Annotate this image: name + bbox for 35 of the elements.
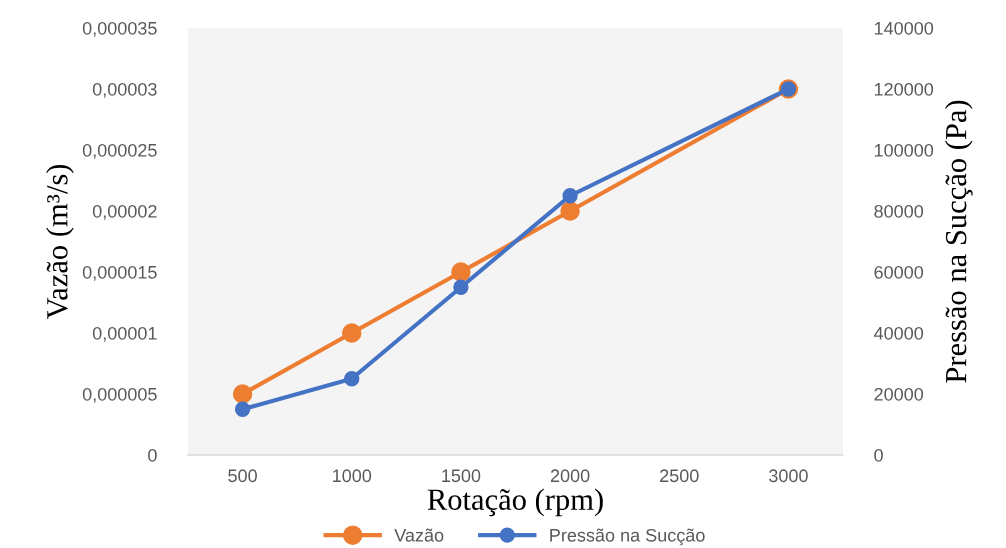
y-tick-label: 0,00002	[92, 204, 157, 220]
y-tick-label: 0,00001	[92, 326, 157, 342]
legend-label: Pressão na Sucção	[550, 528, 705, 546]
x-tick-label: 500	[228, 469, 257, 483]
y-tick-label: 0	[148, 448, 157, 462]
point	[451, 262, 471, 282]
y-tick-label: 0,000005	[82, 387, 157, 403]
y2-tick-label: 40000	[873, 326, 924, 340]
y2-tick-label: 80000	[874, 204, 924, 218]
x-tick-label: 2000	[550, 469, 590, 483]
x-tick-label: 3000	[769, 469, 808, 483]
y-axis-title: Vazão (m³/s)	[46, 164, 74, 320]
point	[232, 384, 253, 404]
y2-tick-label: 20000	[874, 387, 924, 401]
y-tick-label: 0,000015	[82, 265, 157, 281]
y2-tick-label: 60000	[874, 265, 924, 279]
x-tick-label: 1500	[442, 469, 481, 483]
y-tick-label: 0,000025	[82, 143, 157, 159]
x-axis-title: Rotação (rpm)	[427, 488, 603, 517]
point	[562, 188, 578, 204]
y2-tick-label: 0	[874, 448, 883, 462]
y2-tick-label: 120000	[874, 82, 934, 96]
point	[453, 279, 469, 295]
y2-tick-label: 140000	[874, 21, 934, 35]
y-tick-label: 0,000035	[82, 21, 157, 37]
point	[342, 323, 362, 343]
y2-tick-label: 100000	[874, 143, 934, 157]
point	[560, 201, 580, 221]
legend-label: Vazão	[394, 528, 444, 542]
y-tick-label: 0,00003	[92, 82, 157, 98]
x-tick-label: 1000	[333, 469, 372, 483]
x-tick-label: 2500	[660, 469, 699, 483]
point	[344, 371, 360, 387]
point	[234, 401, 251, 417]
y2-axis-title: Pressão na Sucção (Pa)	[944, 100, 973, 383]
